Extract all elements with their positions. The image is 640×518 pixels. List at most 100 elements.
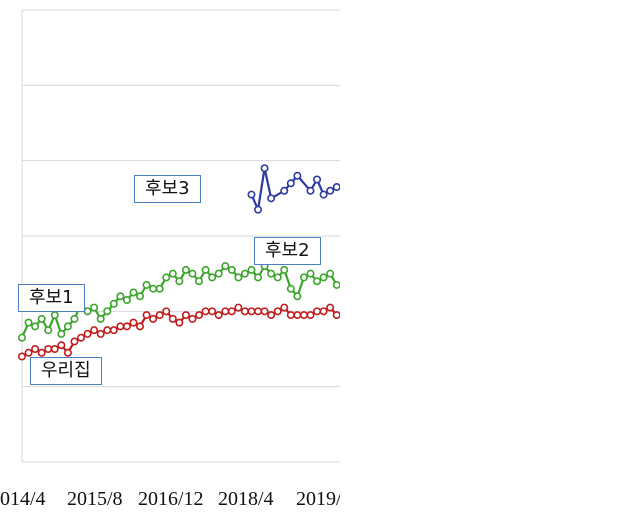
x-tick-label: 2014/4 (0, 488, 46, 510)
data-point (280, 265, 289, 274)
blank-area (340, 0, 640, 518)
data-point (50, 311, 59, 320)
data-point (142, 311, 151, 320)
data-point (136, 322, 145, 331)
data-point (319, 307, 328, 316)
x-tick-label: 2016/12 (138, 488, 204, 510)
data-point (286, 179, 295, 188)
data-point (70, 314, 79, 323)
data-point (129, 288, 138, 297)
data-point (149, 284, 158, 293)
data-point (260, 307, 269, 316)
data-point (149, 314, 158, 323)
data-point (247, 190, 256, 199)
data-point (44, 344, 53, 353)
data-point (313, 175, 322, 184)
data-point (155, 284, 164, 293)
data-point (129, 318, 138, 327)
data-point (70, 337, 79, 346)
data-point (299, 273, 308, 282)
x-tick-label: 2018/4 (218, 488, 274, 510)
data-point (280, 303, 289, 312)
data-point (267, 194, 276, 203)
data-point (31, 322, 40, 331)
data-point (208, 307, 217, 316)
data-point (17, 333, 26, 342)
data-point (332, 280, 341, 289)
data-point (17, 352, 26, 361)
series-label-candidate2: 후보2 (254, 237, 321, 265)
data-point (162, 307, 171, 316)
data-point (286, 311, 295, 320)
data-point (90, 326, 99, 335)
data-point (254, 273, 263, 282)
series-label-ourhouse: 우리집 (30, 357, 102, 385)
data-point (57, 341, 66, 350)
data-point (319, 273, 328, 282)
data-point (293, 292, 302, 301)
data-point (247, 307, 256, 316)
data-point (188, 269, 197, 278)
data-point (326, 269, 335, 278)
data-point (122, 322, 131, 331)
data-point (306, 186, 315, 195)
data-point (299, 311, 308, 320)
data-point (208, 273, 217, 282)
data-point (116, 292, 125, 301)
data-point (90, 303, 99, 312)
data-point (31, 344, 40, 353)
data-point (83, 329, 92, 338)
data-point (326, 303, 335, 312)
data-point (181, 265, 190, 274)
data-point (267, 269, 276, 278)
data-point (24, 318, 33, 327)
data-point (83, 307, 92, 316)
data-point (306, 269, 315, 278)
data-point (24, 348, 33, 357)
data-point (142, 280, 151, 289)
data-point (326, 186, 335, 195)
data-point (313, 307, 322, 316)
data-point (260, 164, 269, 173)
data-point (168, 314, 177, 323)
data-point (267, 311, 276, 320)
data-point (168, 269, 177, 278)
data-point (155, 311, 164, 320)
data-point (103, 307, 112, 316)
data-point (96, 329, 105, 338)
data-point (195, 277, 204, 286)
data-point (195, 311, 204, 320)
data-point (44, 326, 53, 335)
data-point (109, 326, 118, 335)
data-point (214, 269, 223, 278)
data-point (293, 311, 302, 320)
data-point (63, 322, 72, 331)
data-point (247, 265, 256, 274)
data-point (234, 303, 243, 312)
data-point (254, 205, 263, 214)
series-0 (247, 164, 341, 214)
data-point (122, 296, 131, 305)
data-point (109, 299, 118, 308)
data-point (273, 273, 282, 282)
x-tick-label: 2015/8 (67, 488, 123, 510)
data-point (77, 333, 86, 342)
data-point (162, 273, 171, 282)
series-2 (17, 303, 341, 361)
data-point (188, 314, 197, 323)
data-point (227, 265, 236, 274)
data-point (136, 292, 145, 301)
data-point (286, 284, 295, 293)
data-point (175, 277, 184, 286)
data-point (201, 265, 210, 274)
data-point (221, 262, 230, 271)
data-point (221, 307, 230, 316)
data-point (50, 344, 59, 353)
x-tick-label: 2019/ (296, 488, 342, 510)
data-point (306, 311, 315, 320)
series-label-candidate1: 후보1 (18, 284, 85, 312)
data-point (37, 348, 46, 357)
series-label-candidate3: 후보3 (134, 175, 201, 203)
data-point (57, 329, 66, 338)
